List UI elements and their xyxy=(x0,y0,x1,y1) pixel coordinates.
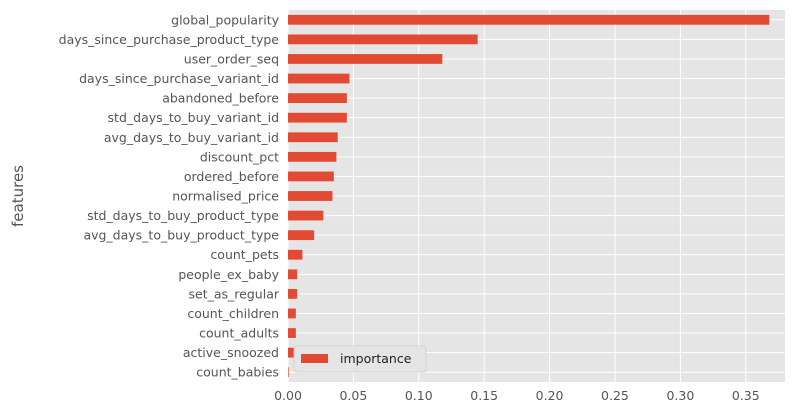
bar-global-popularity xyxy=(288,14,770,25)
y-tick-label: set_as_regular xyxy=(189,286,280,301)
bar-std-days-to-buy-product-type xyxy=(288,210,324,221)
y-tick-label: normalised_price xyxy=(172,189,279,204)
x-tick-label: 0.20 xyxy=(536,388,564,403)
bars xyxy=(288,14,770,378)
legend-box xyxy=(293,345,427,373)
y-tick-label: std_days_to_buy_product_type xyxy=(87,208,279,223)
bar-count-children xyxy=(288,308,296,319)
legend: importance xyxy=(293,345,427,373)
y-tick-label: days_since_purchase_variant_id xyxy=(79,71,279,86)
bar-days-since-purchase-product-type xyxy=(288,34,478,45)
y-tick-label: avg_days_to_buy_product_type xyxy=(83,228,279,243)
x-tick-label: 0.10 xyxy=(405,388,433,403)
y-tick-labels: global_popularity days_since_purchase_pro… xyxy=(59,12,280,379)
bar-count-adults xyxy=(288,328,296,338)
bar-abandoned-before xyxy=(288,93,347,103)
y-tick-label: days_since_purchase_product_type xyxy=(59,32,280,47)
y-tick-label: discount_pct xyxy=(200,149,279,164)
y-axis-title: features xyxy=(9,165,27,227)
bar-active-snoozed xyxy=(288,347,295,358)
bar-avg-days-to-buy-product-type xyxy=(288,230,315,241)
bar-count-pets xyxy=(288,249,303,260)
y-tick-label: count_babies xyxy=(196,365,279,380)
x-tick-label: 0.15 xyxy=(470,388,498,403)
bar-people-ex-baby xyxy=(288,269,298,280)
legend-label: importance xyxy=(340,351,412,366)
bar-avg-days-to-buy-variant-id xyxy=(288,132,338,143)
y-tick-label: avg_days_to_buy_variant_id xyxy=(104,130,279,145)
y-tick-label: people_ex_baby xyxy=(178,267,279,282)
bar-normalised-price xyxy=(288,191,333,201)
legend-swatch xyxy=(301,354,328,363)
bar-std-days-to-buy-variant-id xyxy=(288,112,347,123)
y-tick-label: active_snoozed xyxy=(183,345,279,360)
bar-days-since-purchase-variant-id xyxy=(288,73,350,84)
bar-count-babies xyxy=(288,367,289,378)
x-tick-label: 0.05 xyxy=(339,388,367,403)
y-tick-label: count_pets xyxy=(210,247,279,262)
y-tick-label: global_popularity xyxy=(171,12,279,27)
y-tick-label: count_children xyxy=(187,306,279,321)
y-tick-label: abandoned_before xyxy=(162,91,279,106)
y-tick-label: count_adults xyxy=(199,326,279,341)
y-tick-label: ordered_before xyxy=(184,169,279,184)
x-tick-label: 0.25 xyxy=(601,388,629,403)
x-tick-label: 0.00 xyxy=(274,388,302,403)
bar-set-as-regular xyxy=(288,289,298,299)
x-tick-labels: 0.00 0.05 0.10 0.15 0.20 0.25 0.30 0.35 xyxy=(274,388,760,403)
x-tick-label: 0.35 xyxy=(732,388,760,403)
bar-discount-pct xyxy=(288,151,337,162)
bar-ordered-before xyxy=(288,171,334,182)
bar-user-order-seq xyxy=(288,54,443,64)
y-tick-label: std_days_to_buy_variant_id xyxy=(108,110,279,125)
x-tick-label: 0.30 xyxy=(666,388,694,403)
y-tick-label: user_order_seq xyxy=(184,51,279,66)
